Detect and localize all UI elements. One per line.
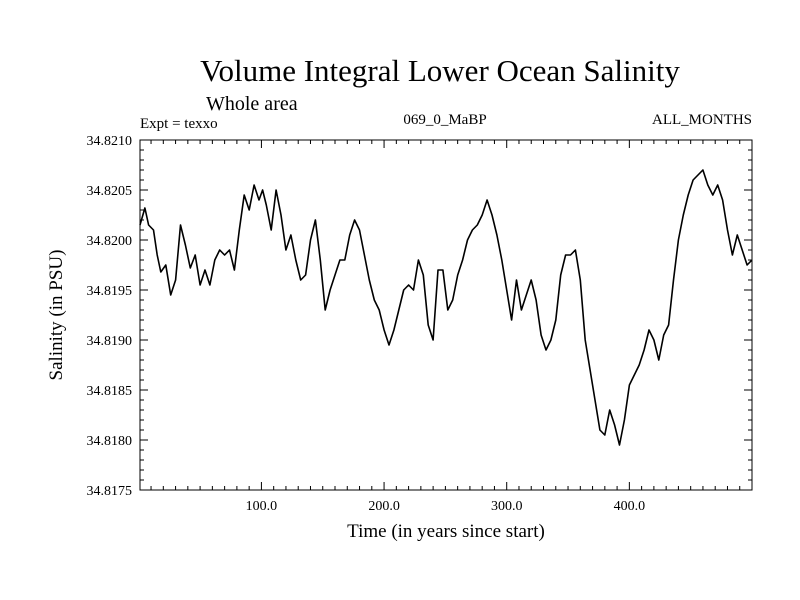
series-line-salinity bbox=[139, 169, 753, 446]
y-tick-label: 34.8210 bbox=[87, 134, 133, 149]
y-tick-label: 34.8200 bbox=[87, 234, 133, 249]
x-tick-label: 400.0 bbox=[614, 499, 646, 514]
run-id-label: 069_0_MaBP bbox=[403, 112, 486, 128]
chart-title: Volume Integral Lower Ocean Salinity bbox=[200, 53, 680, 88]
x-tick-label: 100.0 bbox=[246, 499, 278, 514]
x-axis-label: Time (in years since start) bbox=[347, 521, 545, 542]
y-tick-label: 34.8190 bbox=[87, 334, 133, 349]
months-label: ALL_MONTHS bbox=[652, 112, 752, 128]
y-tick-label: 34.8195 bbox=[87, 284, 133, 299]
y-axis-label: Salinity (in PSU) bbox=[46, 250, 67, 381]
x-tick-label: 300.0 bbox=[491, 499, 523, 514]
y-tick-label: 34.8185 bbox=[87, 384, 133, 399]
plot-frame bbox=[139, 139, 753, 491]
y-tick-label: 34.8180 bbox=[87, 434, 133, 449]
chart-subtitle: Whole area bbox=[206, 93, 298, 115]
series-layer bbox=[139, 169, 753, 446]
y-tick-label: 34.8175 bbox=[87, 484, 133, 499]
y-tick-label: 34.8205 bbox=[87, 184, 133, 199]
axes bbox=[140, 140, 752, 490]
experiment-label: Expt = texxo bbox=[140, 116, 218, 132]
tick-labels: 100.0 200.0 300.0 400.0 34.8175 34.8180 34.818… bbox=[87, 134, 646, 514]
x-tick-label: 200.0 bbox=[368, 499, 400, 514]
